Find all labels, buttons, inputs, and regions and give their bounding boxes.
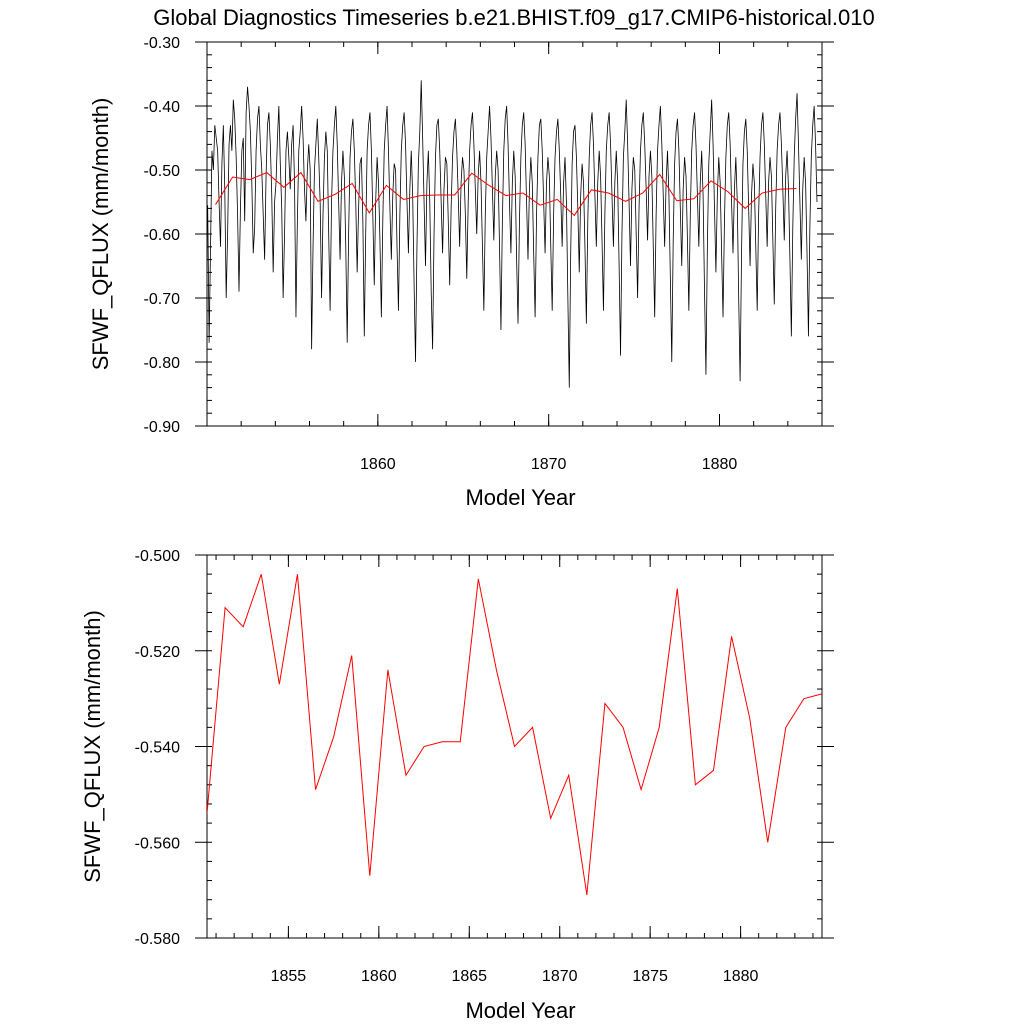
y-tick-label: -0.90 <box>144 419 181 436</box>
figure-title: Global Diagnostics Timeseries b.e21.BHIS… <box>153 5 874 30</box>
x-axis-label: Model Year <box>465 485 575 510</box>
y-tick-label: -0.580 <box>135 931 180 948</box>
monthly-series-line <box>207 80 818 388</box>
y-tick-label: -0.520 <box>135 644 180 661</box>
y-tick-label: -0.50 <box>144 163 181 180</box>
x-tick-label: 1870 <box>531 456 567 473</box>
annual-series-line <box>215 171 797 217</box>
y-tick-label: -0.540 <box>135 740 180 757</box>
y-axis-label: SFWF_QFLUX (mm/month) <box>88 98 113 371</box>
x-tick-label: 1880 <box>702 456 738 473</box>
top-panel: 1860 1870 1880 -0.90 -0.80 -0.70 -0.60 -0.50 -0.… <box>88 35 834 510</box>
y-tick-label: -0.80 <box>144 355 181 372</box>
y-axis-label: SFWF_QFLUX (mm/month) <box>80 610 105 883</box>
x-tick-label: 1875 <box>632 968 668 985</box>
x-tick-label: 1870 <box>542 968 578 985</box>
x-tick-label: 1855 <box>271 968 307 985</box>
y-tick-label: -0.70 <box>144 291 181 308</box>
annual-series-line <box>207 573 822 895</box>
x-tick-label: 1860 <box>360 456 396 473</box>
x-tick-label: 1860 <box>361 968 397 985</box>
y-tick-label: -0.500 <box>135 548 180 565</box>
x-tick-label: 1880 <box>723 968 759 985</box>
plot-frame <box>206 41 823 427</box>
y-tick-label: -0.560 <box>135 835 180 852</box>
bottom-panel: 1855 1860 1865 1870 1875 1880 -0.580 -0.560 -0.5… <box>80 548 834 1023</box>
y-tick-label: -0.60 <box>144 227 181 244</box>
y-tick-label: -0.30 <box>144 35 181 52</box>
y-tick-label: -0.40 <box>144 99 181 116</box>
x-tick-label: 1865 <box>451 968 487 985</box>
x-axis-label: Model Year <box>465 998 575 1023</box>
